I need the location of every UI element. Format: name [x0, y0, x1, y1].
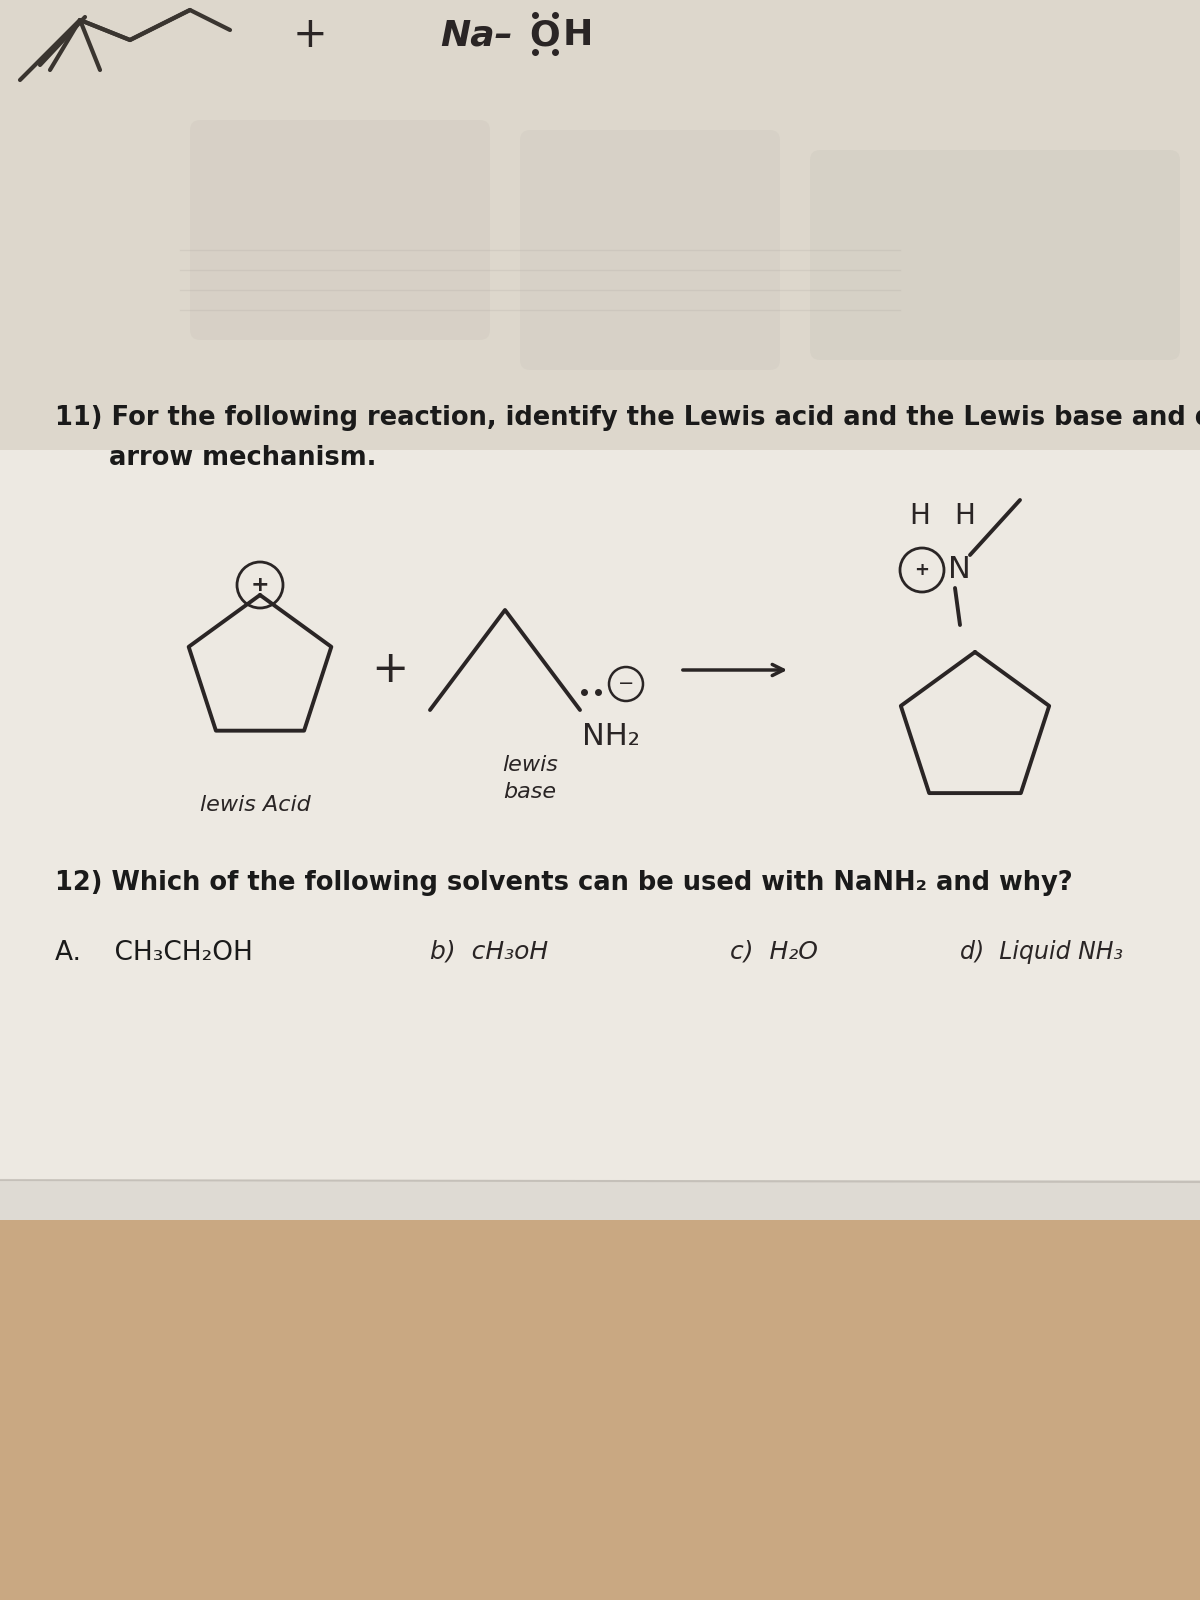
Text: d)  Liquid NH₃: d) Liquid NH₃	[960, 939, 1123, 963]
Text: H: H	[563, 18, 593, 51]
Bar	[0, 0, 1200, 450]
Text: H: H	[910, 502, 930, 530]
FancyBboxPatch shape	[520, 130, 780, 370]
Text: N: N	[948, 555, 971, 584]
Text: 12) Which of the following solvents can be used with NaNH₂ and why?: 12) Which of the following solvents can …	[55, 870, 1073, 896]
Text: NH₂: NH₂	[582, 722, 640, 750]
Text: c)  H₂O: c) H₂O	[730, 939, 818, 963]
Text: H: H	[954, 502, 976, 530]
Text: lewis Acid: lewis Acid	[199, 795, 311, 814]
Bar	[0, 1219, 1200, 1600]
FancyBboxPatch shape	[810, 150, 1180, 360]
Text: Na–: Na–	[440, 18, 512, 51]
Bar	[0, 1181, 1200, 1219]
Text: +: +	[251, 574, 269, 595]
Text: arrow mechanism.: arrow mechanism.	[55, 445, 377, 470]
Text: b)  cH₃oH: b) cH₃oH	[430, 939, 548, 963]
Text: base: base	[504, 782, 557, 802]
Bar	[0, 450, 1200, 1181]
Text: 11) For the following reaction, identify the Lewis acid and the Lewis base and d: 11) For the following reaction, identify…	[55, 405, 1200, 430]
Text: lewis: lewis	[502, 755, 558, 774]
Text: +: +	[371, 648, 409, 691]
FancyBboxPatch shape	[190, 120, 490, 341]
Text: +: +	[293, 14, 328, 56]
Text: O: O	[529, 18, 560, 51]
Text: −: −	[618, 674, 634, 693]
Text: +: +	[914, 562, 930, 579]
Text: A.    CH₃CH₂OH: A. CH₃CH₂OH	[55, 939, 253, 966]
